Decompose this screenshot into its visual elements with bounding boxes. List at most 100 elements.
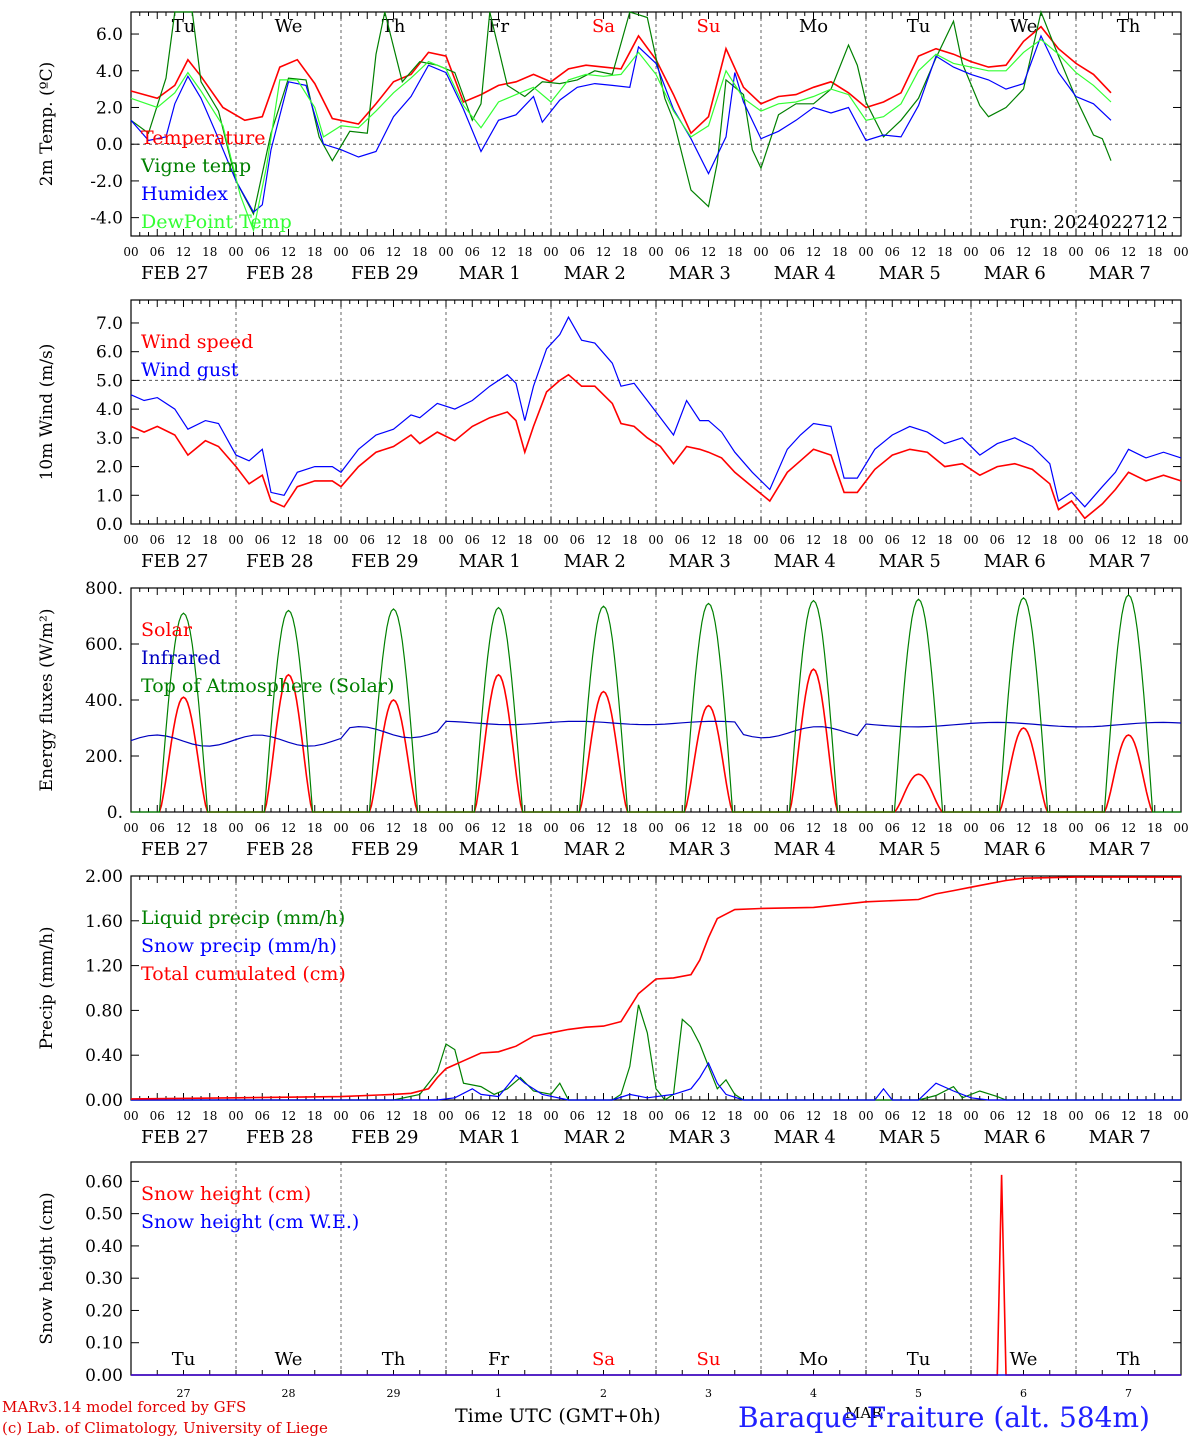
y-axis-label: Snow height (cm) [37,1192,57,1344]
date-label: MAR 5 [879,551,941,572]
date-label: MAR 4 [774,551,836,572]
hour-label: 06 [1095,821,1110,835]
hour-label: 06 [255,821,270,835]
hour-label: 00 [333,1109,348,1123]
hour-label: 18 [1147,1109,1162,1123]
hour-label: 18 [622,245,637,259]
hour-label: 12 [1121,245,1136,259]
hour-label: 12 [1016,1109,1031,1123]
legend-entry: Snow height (cm) [141,1183,311,1205]
y-tick-label: 0.30 [85,1269,123,1289]
hour-label: 12 [1121,533,1136,547]
hour-label: 18 [1042,533,1057,547]
hour-label: 12 [386,821,401,835]
hour-label: 00 [438,533,453,547]
y-tick-label: 1.60 [85,912,123,932]
y-tick-label: -4.0 [90,209,123,229]
hour-label: 06 [675,245,690,259]
hour-label: 12 [911,245,926,259]
date-label: FEB 28 [246,263,313,284]
hour-label: 18 [517,821,532,835]
date-label: FEB 27 [141,1127,208,1148]
weekday-label: Th [382,16,406,37]
y-tick-label: 2.0 [96,98,123,118]
date-label: MAR 4 [774,263,836,284]
y-tick-label: 0.0 [96,515,123,535]
hour-label: 12 [281,245,296,259]
panel-1: 00 06 12 18 00 06 12 18 00 06 12 18 00 06 12 18 00 06 12 18… [37,9,1189,284]
date-label: FEB 29 [351,551,418,572]
legend-entry: Solar [141,619,193,641]
hour-label: 00 [438,1109,453,1123]
legend-entry: Humidex [141,183,228,205]
y-tick-label: 5.0 [96,371,123,391]
date-label: MAR 6 [984,263,1046,284]
series-line-liquid-precip-mm-h- [131,1004,1181,1101]
date-label: MAR 2 [564,551,626,572]
hour-label: 18 [1042,821,1057,835]
hour-label: 18 [412,533,427,547]
hour-label: 00 [858,821,873,835]
hour-label: 18 [727,821,742,835]
time-axis-label: Time UTC (GMT+0h) [455,1405,661,1427]
hour-label: 00 [438,245,453,259]
hour-label: 18 [517,1109,532,1123]
hour-label: 12 [1016,533,1031,547]
hour-label: 00 [648,821,663,835]
date-label: MAR 7 [1089,839,1151,860]
month-label: MAR [845,1404,883,1422]
weekday-label: Sa [592,1349,615,1370]
panel-2: 00 06 12 18 00 06 12 18 00 06 12 18 00 06 12 18 00 06 12 18… [37,299,1189,572]
hour-label: 06 [990,821,1005,835]
date-label: MAR 1 [459,839,521,860]
y-tick-label: 800. [85,579,123,599]
hour-label: 06 [150,245,165,259]
series-line-wind-speed [130,373,1182,520]
date-label: MAR 1 [459,263,521,284]
hour-label: 18 [622,1109,637,1123]
date-label: MAR 5 [879,1127,941,1148]
hour-label: 06 [1095,1109,1110,1123]
hour-label: 12 [176,821,191,835]
hour-label: 00 [1068,821,1083,835]
hour-label: 12 [281,821,296,835]
y-tick-label: 0.50 [85,1205,123,1225]
plot-frame [130,587,1182,813]
date-label: MAR 3 [669,839,731,860]
date-label: FEB 27 [141,551,208,572]
hour-label: 06 [255,1109,270,1123]
legend-entry: Vigne temp [140,155,251,177]
y-axis-label: 2m Temp. (ºC) [37,62,57,187]
date-label: FEB 29 [351,1127,418,1148]
date-label: MAR 3 [669,1127,731,1148]
date-label: MAR 1 [459,1127,521,1148]
series-line-wind-gust [130,315,1182,508]
hour-label: 12 [176,1109,191,1123]
series-line-vigne-temp [130,9,1112,216]
hour-label: 12 [806,821,821,835]
hour-label: 18 [727,245,742,259]
hour-label: 12 [1121,821,1136,835]
hour-label: 06 [990,245,1005,259]
weekday-label: Fr [488,1349,509,1370]
y-tick-label: -2.0 [90,172,123,192]
date-label: MAR 7 [1089,1127,1151,1148]
plot-frame [130,11,1182,237]
legend-entry: Wind speed [141,331,253,353]
y-tick-label: 200. [85,747,123,767]
hour-label: 18 [412,245,427,259]
day-number-label: 2 [600,1387,607,1400]
y-tick-label: 1.0 [96,486,123,506]
hour-label: 18 [517,245,532,259]
hour-label: 12 [386,533,401,547]
date-label: FEB 28 [246,1127,313,1148]
y-tick-label: 0.0 [96,135,123,155]
hour-label: 18 [202,245,217,259]
hour-label: 00 [648,245,663,259]
weekday-label: Tu [907,1349,931,1370]
hour-label: 18 [727,533,742,547]
hour-label: 18 [1147,533,1162,547]
y-axis-label: 10m Wind (m/s) [37,344,57,481]
hour-label: 00 [333,533,348,547]
